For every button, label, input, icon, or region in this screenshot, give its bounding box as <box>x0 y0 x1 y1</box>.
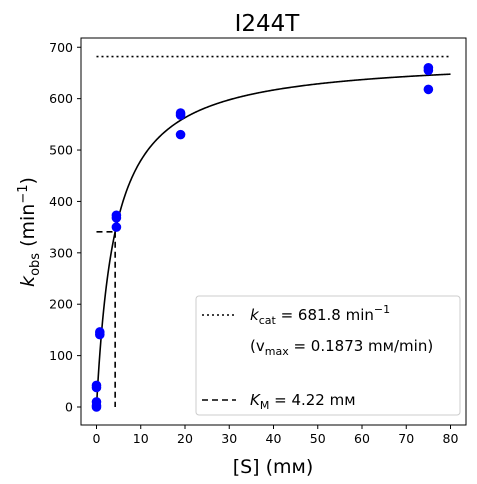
x-tick-label: 50 <box>310 431 326 446</box>
fit-curve <box>95 73 451 408</box>
x-tick-label: 0 <box>93 431 101 446</box>
data-point <box>175 108 186 118</box>
legend-kcat-label: kcat = 681.8 min−1 <box>250 303 390 327</box>
x-tick-label: 30 <box>221 431 237 446</box>
legend-vmax-label: (vmax = 0.1873 mм/min) <box>250 337 433 358</box>
plot-frame <box>80 37 467 426</box>
y-tick-label: 100 <box>49 348 73 363</box>
data-point <box>423 84 434 95</box>
chart-title: I244T <box>235 11 301 37</box>
legend: kcat = 681.8 min−1 (vmax = 0.1873 mм/min… <box>195 295 461 416</box>
x-tick-label: 40 <box>266 431 282 446</box>
legend-box <box>195 295 461 416</box>
y-tick-label: 400 <box>49 194 73 209</box>
y-tick-label: 600 <box>49 91 73 106</box>
y-tick-label: 200 <box>49 297 73 312</box>
x-axis-label: [S] (mм) <box>233 456 314 478</box>
y-axis: 0 100 200 300 400 500 600 700 <box>49 40 81 415</box>
data-point <box>111 210 122 221</box>
x-axis: 0 10 20 30 40 50 60 70 80 <box>93 425 459 446</box>
data-point <box>95 327 105 337</box>
plot-area <box>91 55 451 412</box>
x-tick-label: 20 <box>177 431 193 446</box>
data-point <box>91 380 102 391</box>
y-axis-label: kobs (min−1) <box>16 177 43 287</box>
y-tick-label: 300 <box>49 245 73 260</box>
data-point <box>91 397 102 407</box>
x-tick-label: 80 <box>443 431 459 446</box>
x-tick-label: 60 <box>354 431 370 446</box>
data-point <box>175 129 186 140</box>
legend-km-label: KM = 4.22 mм <box>250 391 356 412</box>
x-tick-label: 10 <box>133 431 149 446</box>
y-tick-label: 700 <box>49 40 73 55</box>
y-tick-label: 500 <box>49 143 73 158</box>
x-tick-label: 70 <box>398 431 414 446</box>
data-point <box>111 222 122 232</box>
y-tick-label: 0 <box>65 400 73 415</box>
data-point <box>423 63 434 73</box>
